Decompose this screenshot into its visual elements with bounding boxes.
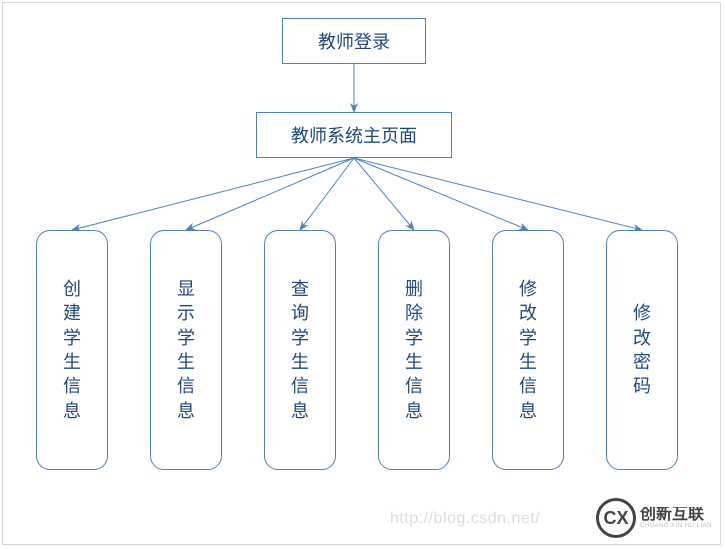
node-main-label: 教师系统主页面 [291,122,417,148]
node-query-student: 查询学生信息 [264,230,336,470]
node-change-password-label: 修改密码 [633,301,651,398]
node-show-student-label: 显示学生信息 [177,277,195,423]
node-main: 教师系统主页面 [256,112,452,158]
node-show-student: 显示学生信息 [150,230,222,470]
node-modify-student: 修改学生信息 [492,230,564,470]
node-delete-student-label: 删除学生信息 [405,277,423,423]
node-delete-student: 删除学生信息 [378,230,450,470]
logo-text-en: CHUANG XIN HU LIAN [640,523,712,529]
logo: CX 创新互联 CHUANG XIN HU LIAN [596,498,712,538]
node-change-password: 修改密码 [606,230,678,470]
logo-text-cn: 创新互联 [640,507,712,523]
node-root: 教师登录 [282,18,426,64]
node-root-label: 教师登录 [318,28,390,54]
node-create-student-label: 创建学生信息 [63,277,81,423]
node-create-student: 创建学生信息 [36,230,108,470]
watermark-text: http://blog.csdn.net/ [390,510,540,528]
logo-circle-text: CX [603,508,628,529]
flowchart-diagram: 教师登录 教师系统主页面 创建学生信息 显示学生信息 查询学生信息 删除学生信息… [0,0,725,549]
node-query-student-label: 查询学生信息 [291,277,309,423]
logo-icon: CX [596,498,636,538]
node-modify-student-label: 修改学生信息 [519,277,537,423]
